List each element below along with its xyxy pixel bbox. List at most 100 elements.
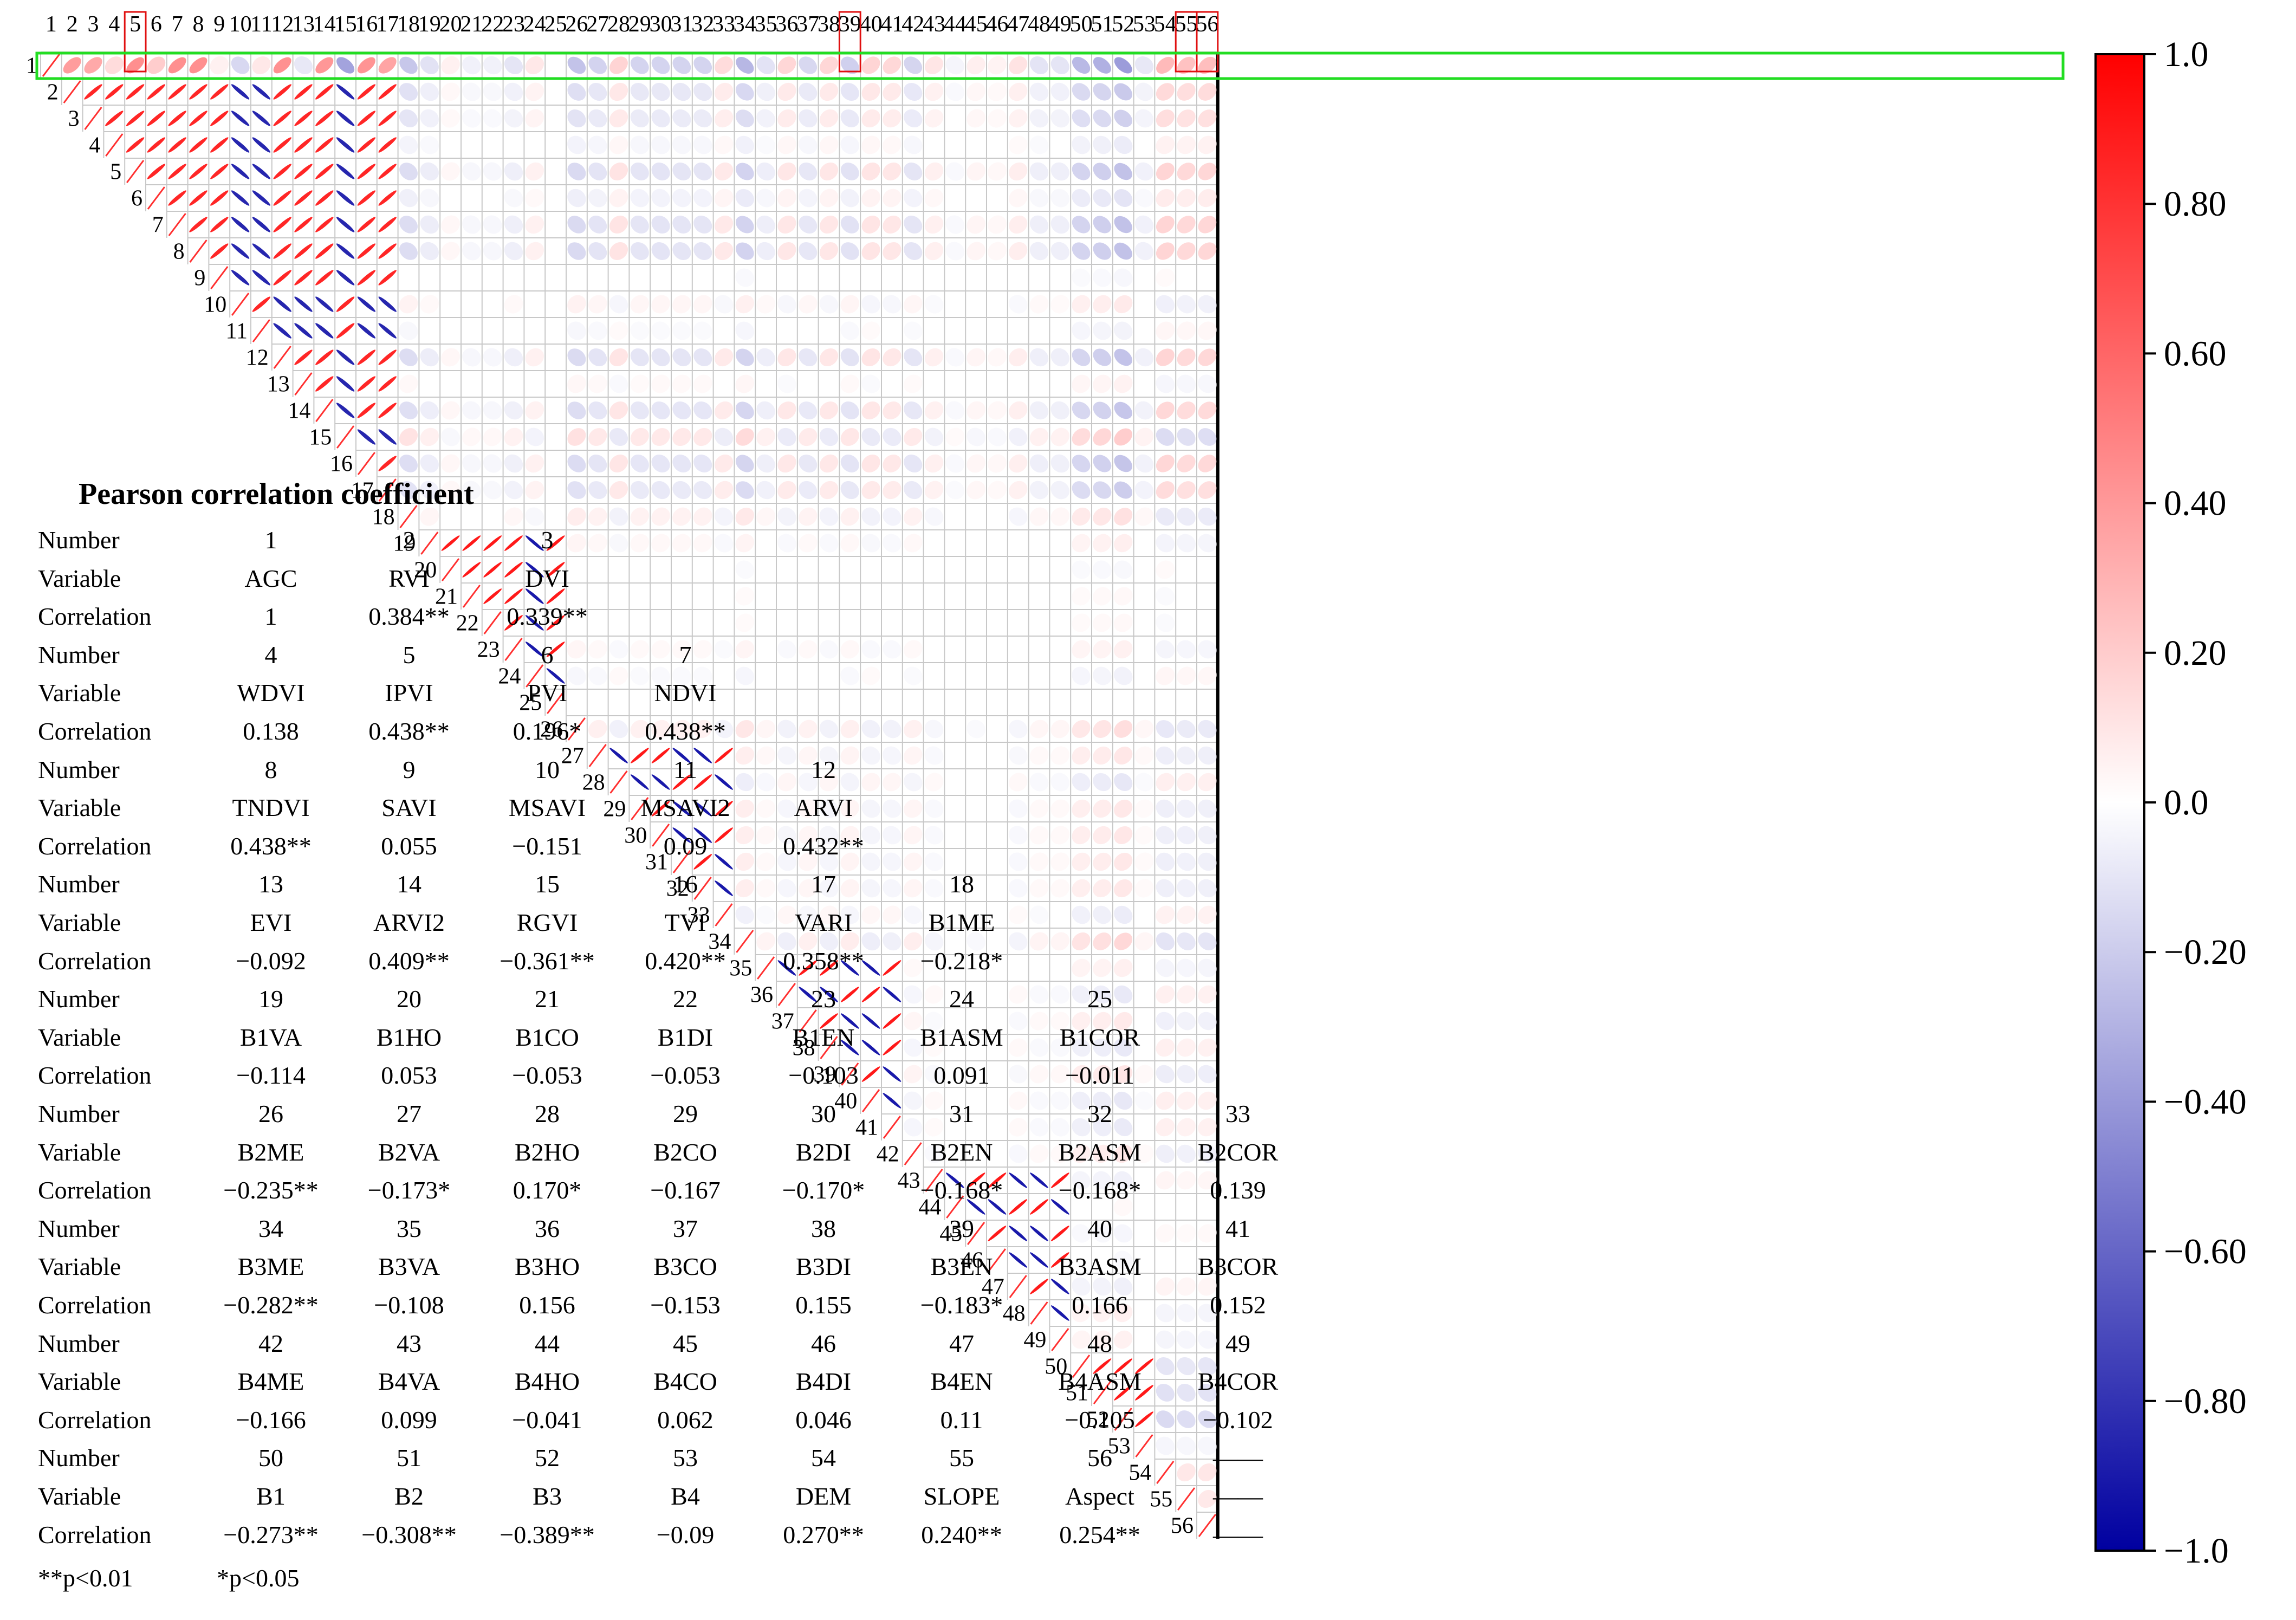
correlation-ellipse <box>1177 773 1196 792</box>
legend-correlation-row-key: Correlation <box>38 1520 152 1548</box>
correlation-ellipse <box>1198 720 1217 738</box>
correlation-ellipse <box>588 109 607 128</box>
correlation-ellipse <box>777 427 796 446</box>
legend-variable-row-cell: B3CO <box>653 1253 717 1281</box>
correlation-ellipse <box>883 162 901 181</box>
correlation-ellipse <box>1093 268 1112 287</box>
row-tick-label: 52 <box>1087 1408 1110 1433</box>
correlation-ellipse <box>1093 189 1112 208</box>
correlation-ellipse <box>651 481 670 500</box>
correlation-ellipse <box>715 880 733 896</box>
correlation-ellipse <box>1198 1357 1217 1376</box>
correlation-ellipse <box>777 932 796 951</box>
correlation-ellipse <box>630 348 649 366</box>
column-tick-label: 51 <box>1091 12 1113 37</box>
correlation-ellipse <box>1177 1304 1196 1323</box>
correlation-ellipse <box>1134 773 1154 792</box>
correlation-ellipse <box>336 403 355 418</box>
correlation-ellipse <box>861 56 880 74</box>
correlation-ellipse <box>315 137 334 153</box>
legend-correlation-row-cell: −0.041 <box>512 1405 582 1434</box>
correlation-ellipse <box>1008 879 1028 898</box>
correlation-ellipse <box>1093 1358 1112 1374</box>
correlation-ellipse <box>1114 1277 1133 1296</box>
correlation-ellipse <box>1072 640 1091 659</box>
correlation-ellipse <box>840 987 859 1002</box>
correlation-ellipse <box>967 109 985 128</box>
column-tick-label: 55 <box>1175 12 1198 37</box>
correlation-ellipse <box>483 401 502 420</box>
correlation-ellipse <box>1029 215 1049 234</box>
legend-correlation-row: Correlation −0.235** −0.173* 0.170* −0.167 −0… <box>22 1176 1322 1214</box>
correlation-ellipse <box>840 932 859 951</box>
legend-number-row-cell: 35 <box>397 1214 421 1242</box>
legend-correlation-row-cell: 0.152 <box>1210 1291 1266 1319</box>
row-tick-label: 29 <box>603 797 626 822</box>
correlation-ellipse <box>336 296 355 312</box>
correlation-ellipse <box>609 374 628 393</box>
correlation-ellipse <box>1029 905 1049 924</box>
correlation-ellipse <box>819 454 839 473</box>
correlation-ellipse <box>315 111 334 126</box>
legend-variable-row-cell: B3EN <box>930 1253 993 1281</box>
correlation-ellipse <box>1072 189 1091 208</box>
correlation-ellipse <box>588 401 607 419</box>
correlation-ellipse <box>735 666 755 685</box>
legend-variable-row-cell: B3 <box>533 1482 562 1510</box>
correlation-ellipse <box>756 481 775 500</box>
correlation-ellipse <box>231 56 250 74</box>
column-tick-label: 53 <box>1133 12 1156 37</box>
correlation-ellipse <box>1177 189 1196 208</box>
correlation-ellipse <box>819 746 839 765</box>
correlation-ellipse <box>525 588 544 604</box>
correlation-ellipse <box>651 748 670 763</box>
correlation-ellipse <box>546 641 565 657</box>
correlation-ellipse <box>1008 1012 1028 1031</box>
correlation-ellipse <box>1134 879 1154 898</box>
correlation-ellipse <box>567 507 586 526</box>
correlation-ellipse <box>798 720 818 738</box>
correlation-ellipse <box>441 82 460 101</box>
row-tick-label: 15 <box>309 425 332 450</box>
correlation-ellipse <box>210 164 229 179</box>
correlation-ellipse <box>441 535 460 551</box>
correlation-ellipse <box>798 905 818 924</box>
correlation-ellipse <box>693 827 712 843</box>
colorbar-tick-label: 0.20 <box>2164 633 2227 673</box>
correlation-ellipse <box>1198 905 1217 924</box>
correlation-ellipse <box>315 376 334 392</box>
correlation-ellipse <box>777 826 796 845</box>
correlation-ellipse <box>799 932 818 951</box>
correlation-ellipse <box>483 109 502 128</box>
correlation-ellipse <box>357 323 376 339</box>
correlation-ellipse <box>840 135 860 154</box>
correlation-ellipse <box>798 826 818 845</box>
column-tick-label: 3 <box>88 12 99 37</box>
row-tick-label: 47 <box>982 1275 1004 1300</box>
correlation-ellipse <box>1156 773 1175 792</box>
correlation-ellipse <box>1114 985 1133 1004</box>
correlation-ellipse <box>1156 905 1175 924</box>
correlation-ellipse <box>588 82 607 101</box>
correlation-ellipse <box>714 507 734 526</box>
correlation-ellipse <box>1050 56 1069 74</box>
correlation-ellipse <box>861 507 880 526</box>
correlation-ellipse <box>1198 481 1217 499</box>
correlation-ellipse <box>1156 985 1175 1004</box>
correlation-ellipse <box>1029 135 1049 154</box>
legend-correlation-row-cell: 0.438** <box>645 717 726 745</box>
correlation-ellipse <box>1030 1226 1048 1241</box>
correlation-ellipse <box>189 164 207 179</box>
correlation-ellipse <box>609 348 628 366</box>
diagonal-mark <box>799 1009 817 1033</box>
correlation-ellipse <box>441 242 460 261</box>
correlation-ellipse <box>357 137 376 153</box>
correlation-ellipse <box>1093 826 1112 845</box>
correlation-ellipse <box>861 640 880 659</box>
correlation-ellipse <box>1072 455 1091 472</box>
correlation-ellipse <box>609 242 628 260</box>
correlation-ellipse <box>819 507 839 526</box>
correlation-ellipse <box>861 481 880 500</box>
correlation-ellipse <box>861 321 880 340</box>
correlation-ellipse <box>1198 1304 1217 1323</box>
